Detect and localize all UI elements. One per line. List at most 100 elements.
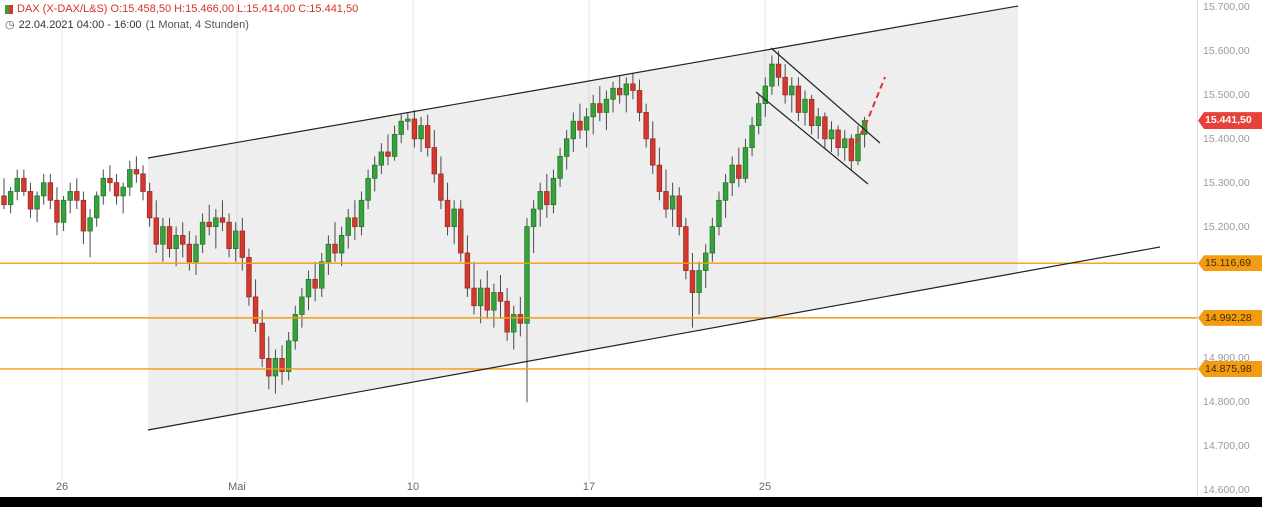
candle-down (676, 195, 682, 228)
candle-down (352, 217, 358, 228)
trend-channel-line[interactable] (147, 246, 1161, 431)
x-axis-label: 10 (406, 481, 420, 493)
candle-up (755, 103, 762, 127)
candle-down (219, 217, 226, 223)
candle-up (477, 287, 484, 307)
instrument-icon (5, 4, 13, 14)
candle-up (305, 278, 312, 298)
candle-down (180, 235, 186, 245)
candle-up (769, 63, 775, 87)
candle-up (199, 221, 206, 245)
candle-up (623, 83, 629, 96)
candle-up (583, 116, 590, 131)
candle-up (87, 217, 93, 232)
y-axis-label: 14.700,00 (1203, 440, 1250, 453)
y-axis[interactable]: 15.700,00 15.600,00 15.500,00 15.400,00 15.3… (1197, 0, 1262, 497)
candle-down (438, 173, 444, 201)
candle-up (564, 138, 570, 157)
candle-up (100, 177, 106, 197)
candle-up (762, 85, 768, 105)
candle-up (319, 261, 325, 289)
candle-up (391, 134, 398, 157)
trend-channel-line[interactable] (147, 5, 1019, 159)
clock-icon: ◷ (5, 19, 15, 31)
candle-up (749, 125, 755, 148)
candle-down (21, 177, 27, 192)
candle-up (378, 151, 385, 166)
candle-down (424, 125, 431, 148)
candle-up (716, 199, 722, 228)
candle-down (266, 358, 272, 377)
candle-up (570, 120, 577, 140)
candle-up (7, 191, 14, 206)
y-axis-label: 14.800,00 (1203, 396, 1250, 409)
candle-up (160, 226, 166, 245)
candle-down (636, 90, 643, 113)
candle-up (232, 230, 239, 249)
candle-up (590, 103, 596, 118)
x-axis-label: Mai (228, 481, 246, 493)
projection-arrow[interactable] (850, 76, 886, 153)
candle-down (656, 164, 663, 192)
y-axis-label: 15.700,00 (1203, 1, 1250, 14)
price-level-marker: 14.875,98 (1198, 360, 1262, 377)
candle-up (358, 199, 365, 228)
candlestick-plot[interactable] (0, 0, 1197, 495)
x-axis-label: 25 (758, 481, 772, 493)
interval-label: (1 Monat, 4 Stunden) (145, 18, 249, 31)
candle-down (146, 191, 153, 219)
x-axis[interactable]: 26 Mai 10 17 25 (0, 481, 1197, 497)
y-axis-label: 15.200,00 (1203, 220, 1250, 233)
candle-up (272, 358, 279, 377)
candle-down (312, 278, 318, 289)
flag-channel-line[interactable] (755, 91, 869, 185)
candle-down (517, 314, 524, 324)
instrument-title: DAX (X-DAX/L&S) O:15.458,50 H:15.466,00 … (17, 3, 359, 15)
candle-up (372, 164, 378, 179)
x-axis-label: 17 (582, 481, 596, 493)
candle-down (107, 177, 113, 184)
candle-down (504, 300, 510, 333)
candle-up (14, 177, 20, 192)
candle-up (537, 191, 543, 210)
candle-down (332, 243, 338, 254)
candle-up (530, 208, 537, 228)
candle-down (140, 173, 146, 192)
candle-down (47, 182, 54, 201)
candle-down (113, 182, 120, 197)
candle-down (385, 151, 391, 157)
bottom-bar (0, 497, 1262, 507)
candle-up (173, 235, 179, 249)
candle-down (444, 199, 451, 228)
candle-up (603, 98, 610, 113)
candle-down (186, 243, 193, 263)
candle-up (722, 182, 729, 201)
candle-down (464, 252, 471, 289)
candle-up (610, 87, 616, 100)
candle-up (213, 217, 219, 228)
y-axis-label: 15.600,00 (1203, 44, 1250, 57)
y-axis-label: 15.500,00 (1203, 88, 1250, 101)
candle-up (41, 182, 47, 197)
candle-up (418, 125, 424, 140)
candle-up (299, 296, 305, 315)
flag-channel-line[interactable] (770, 47, 881, 144)
candle-up (345, 217, 351, 236)
candle-down (153, 217, 159, 245)
y-axis-label: 15.400,00 (1203, 132, 1250, 145)
price-level-marker: 14.992,28 (1198, 309, 1262, 326)
candle-down (1, 195, 7, 206)
candle-down (808, 98, 815, 127)
candle-up (789, 85, 795, 96)
candle-up (703, 252, 709, 271)
candle-up (325, 243, 332, 263)
candle-down (630, 83, 636, 91)
candle-up (451, 208, 457, 228)
last-price-marker: 15.441,50 (1198, 112, 1262, 130)
candle-down (683, 226, 689, 271)
candle-down (166, 226, 173, 249)
candle-down (279, 358, 285, 372)
candle-down (206, 221, 212, 228)
candle-down (650, 138, 656, 166)
